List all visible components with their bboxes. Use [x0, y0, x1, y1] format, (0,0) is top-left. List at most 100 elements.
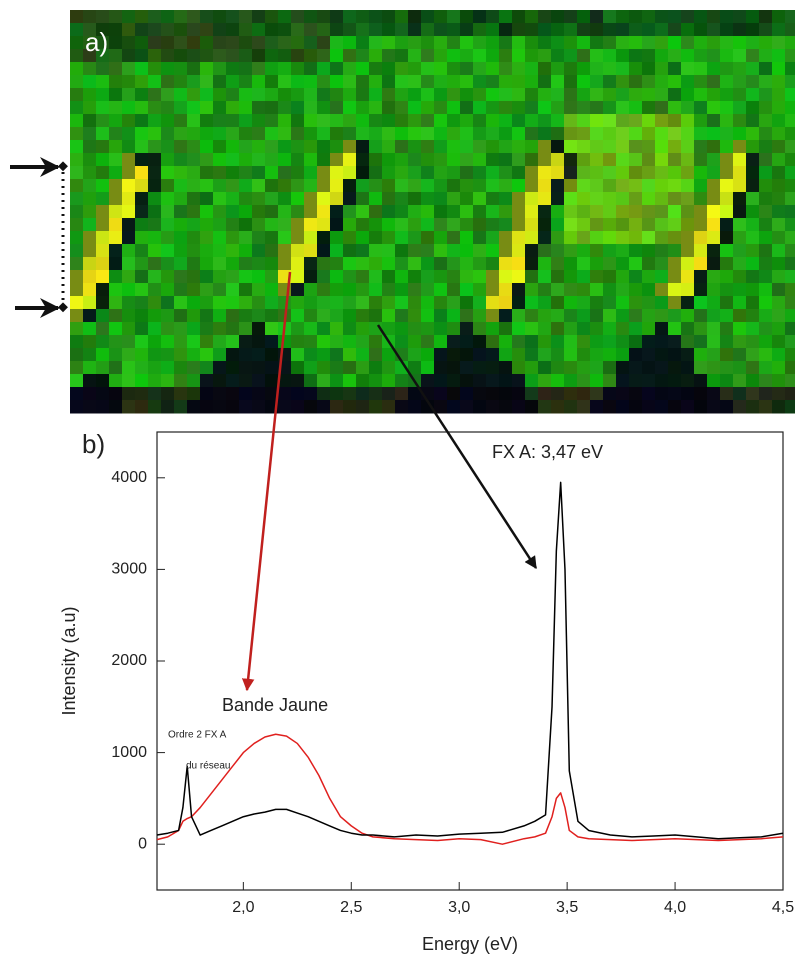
map-pixel: [473, 49, 487, 63]
map-pixel: [304, 218, 318, 232]
map-pixel: [616, 231, 630, 245]
map-pixel: [707, 192, 721, 206]
map-pixel: [213, 192, 227, 206]
map-pixel: [447, 374, 461, 388]
map-pixel: [408, 387, 422, 401]
map-pixel: [330, 23, 344, 37]
map-pixel: [668, 309, 682, 323]
map-pixel: [642, 335, 656, 349]
map-pixel: [421, 322, 435, 336]
map-pixel: [83, 140, 97, 154]
map-pixel: [382, 348, 396, 362]
map-pixel: [460, 62, 474, 76]
map-pixel: [486, 101, 500, 115]
map-pixel: [83, 387, 97, 401]
map-pixel: [447, 283, 461, 297]
map-pixel: [473, 322, 487, 336]
map-pixel: [759, 374, 773, 388]
map-pixel: [265, 10, 279, 24]
map-pixel: [70, 257, 84, 271]
map-pixel: [512, 218, 526, 232]
map-pixel: [148, 49, 162, 63]
map-pixel: [148, 283, 162, 297]
map-pixel: [330, 218, 344, 232]
map-pixel: [590, 270, 604, 284]
map-pixel: [655, 10, 669, 24]
map-pixel: [473, 179, 487, 193]
map-pixel: [70, 283, 84, 297]
map-pixel: [135, 257, 149, 271]
map-pixel: [603, 322, 617, 336]
map-pixel: [135, 348, 149, 362]
map-pixel: [395, 205, 409, 219]
map-pixel: [83, 244, 97, 258]
map-pixel: [291, 36, 305, 50]
map-pixel: [278, 400, 292, 414]
map-pixel: [434, 140, 448, 154]
map-pixel: [668, 140, 682, 154]
map-pixel: [473, 23, 487, 37]
map-pixel: [538, 283, 552, 297]
map-pixel: [746, 127, 760, 141]
map-pixel: [733, 387, 747, 401]
map-pixel: [447, 101, 461, 115]
map-pixel: [187, 88, 201, 102]
map-pixel: [694, 231, 708, 245]
map-pixel: [135, 140, 149, 154]
map-pixel: [200, 166, 214, 180]
map-pixel: [200, 387, 214, 401]
map-pixel: [551, 114, 565, 128]
map-pixel: [213, 270, 227, 284]
map-pixel: [681, 374, 695, 388]
map-pixel: [772, 153, 786, 167]
map-pixel: [473, 192, 487, 206]
map-pixel: [746, 192, 760, 206]
map-pixel: [707, 257, 721, 271]
map-pixel: [161, 270, 175, 284]
map-pixel: [434, 179, 448, 193]
map-pixel: [564, 75, 578, 89]
map-pixel: [200, 348, 214, 362]
map-pixel: [447, 75, 461, 89]
map-pixel: [434, 88, 448, 102]
map-pixel: [343, 244, 357, 258]
side-markers: [10, 157, 68, 318]
map-pixel: [434, 374, 448, 388]
map-pixel: [252, 23, 266, 37]
map-pixel: [564, 88, 578, 102]
map-pixel: [616, 36, 630, 50]
map-pixel: [746, 62, 760, 76]
map-pixel: [720, 374, 734, 388]
map-pixel: [538, 114, 552, 128]
map-pixel: [512, 192, 526, 206]
map-pixel: [161, 400, 175, 414]
map-pixel: [681, 283, 695, 297]
map-pixel: [590, 335, 604, 349]
map-pixel: [434, 218, 448, 232]
map-pixel: [408, 166, 422, 180]
map-pixel: [70, 361, 84, 375]
map-pixel: [473, 374, 487, 388]
map-pixel: [265, 205, 279, 219]
map-pixel: [668, 127, 682, 141]
map-pixel: [265, 192, 279, 206]
map-pixel: [109, 23, 123, 37]
map-pixel: [135, 270, 149, 284]
annotation: Ordre 2 FX A: [168, 730, 227, 741]
map-pixel: [304, 361, 318, 375]
map-pixel: [447, 244, 461, 258]
map-pixel: [447, 218, 461, 232]
map-pixel: [252, 361, 266, 375]
map-pixel: [473, 335, 487, 349]
map-pixel: [213, 166, 227, 180]
map-pixel: [200, 257, 214, 271]
map-pixel: [330, 49, 344, 63]
map-pixel: [356, 348, 370, 362]
map-pixel: [330, 101, 344, 115]
map-pixel: [681, 140, 695, 154]
map-pixel: [746, 101, 760, 115]
map-pixel: [70, 62, 84, 76]
map-pixel: [772, 387, 786, 401]
map-pixel: [629, 153, 643, 167]
map-pixel: [577, 62, 591, 76]
